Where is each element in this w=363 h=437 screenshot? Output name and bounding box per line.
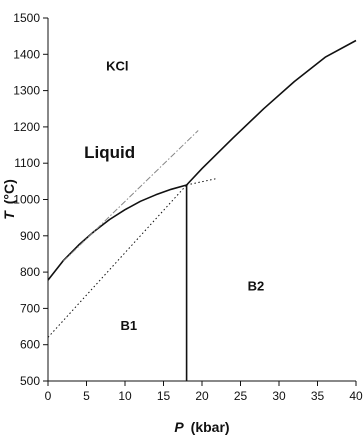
axis-titles: P (kbar) T (°C) — [1, 179, 230, 435]
x-tick-label: 25 — [234, 389, 248, 403]
y-axis-symbol: T — [1, 210, 17, 220]
region-label-b1: B1 — [121, 318, 138, 333]
region-label-liquid: Liquid — [84, 143, 135, 162]
phase-boundary-line-5 — [47, 184, 187, 338]
region-label-kcl: KCl — [106, 59, 128, 74]
y-tick-label: 700 — [20, 301, 40, 315]
y-tick-label: 900 — [20, 229, 40, 243]
annotation-layer: KCl Liquid B1 B2 — [84, 59, 264, 334]
phase-boundary-line-2 — [186, 39, 357, 186]
axes-layer: 0 5 10 15 20 25 30 35 40 500 600 700 800 900 1000 1100 1… — [13, 11, 363, 403]
y-tick-label: 500 — [20, 374, 40, 388]
x-axis-symbol: P — [174, 419, 184, 435]
x-tick-label: 30 — [272, 389, 286, 403]
y-tick-label: 1300 — [13, 84, 40, 98]
y-tick-label: 800 — [20, 265, 40, 279]
x-axis-title: P (kbar) — [174, 419, 229, 435]
phase-boundary-line-6 — [186, 177, 218, 186]
y-tick-label: 1100 — [14, 156, 40, 170]
y-tick-label: 1200 — [13, 120, 40, 134]
y-tick-label: 600 — [20, 338, 40, 352]
y-axis-title: T (°C) — [1, 179, 17, 220]
x-tick-label: 5 — [83, 389, 90, 403]
series-layer — [47, 39, 357, 381]
x-tick-label: 10 — [118, 389, 132, 403]
y-tick-label: 1000 — [13, 193, 40, 207]
x-tick-label: 40 — [349, 389, 363, 403]
x-axis-unit: (kbar) — [191, 419, 230, 435]
x-tick-label: 35 — [311, 389, 325, 403]
region-label-b2: B2 — [248, 278, 265, 293]
y-tick-label: 1500 — [13, 11, 40, 25]
y-axis-unit: (°C) — [1, 179, 17, 204]
phase-boundary-line-4 — [63, 130, 199, 262]
x-tick-label: 15 — [157, 389, 171, 403]
phase-boundary-line-1 — [47, 184, 187, 281]
x-tick-label: 20 — [195, 389, 209, 403]
y-tick-label: 1400 — [13, 47, 40, 61]
x-tick-label: 0 — [45, 389, 52, 403]
